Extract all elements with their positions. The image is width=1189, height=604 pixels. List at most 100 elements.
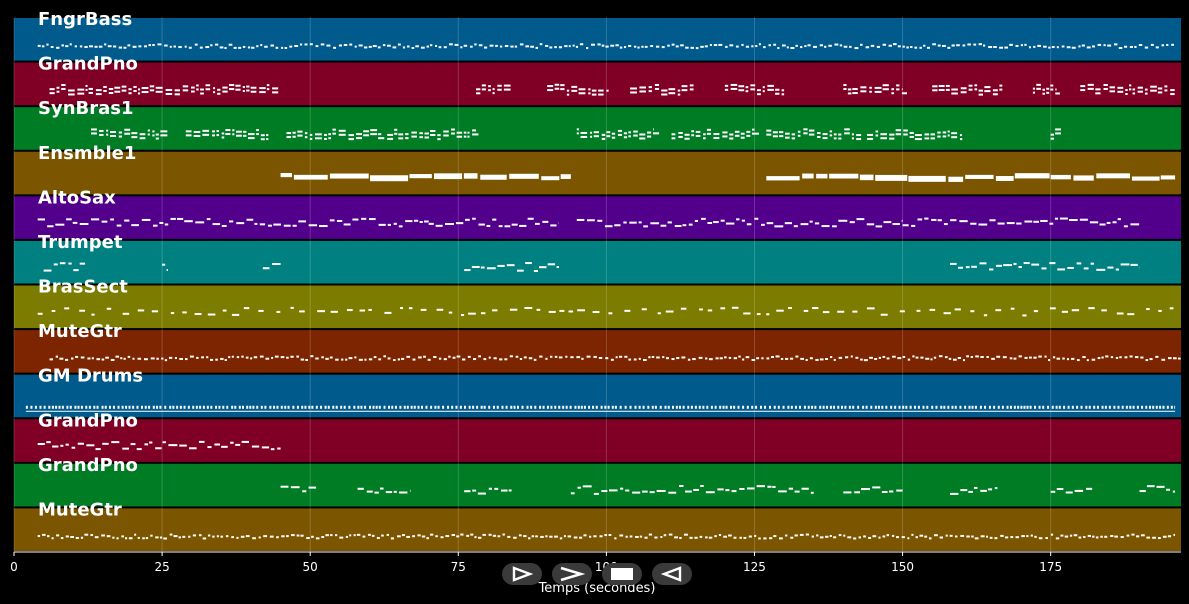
note	[309, 43, 313, 46]
note	[477, 492, 486, 495]
note	[1110, 534, 1114, 537]
note	[1129, 88, 1132, 91]
note	[545, 535, 548, 538]
note	[829, 134, 833, 137]
note	[608, 489, 618, 492]
note	[614, 537, 617, 540]
note	[1049, 222, 1054, 225]
note	[461, 358, 466, 361]
note	[1116, 312, 1124, 315]
note	[639, 535, 643, 538]
note	[807, 44, 811, 47]
track-row: BrasSect	[14, 277, 1181, 329]
note	[290, 355, 294, 358]
note	[734, 130, 740, 133]
note	[768, 405, 771, 409]
note	[308, 486, 317, 489]
note	[357, 405, 360, 409]
note	[190, 90, 195, 93]
note	[679, 484, 684, 487]
note	[238, 405, 241, 409]
note	[578, 92, 586, 95]
note	[633, 130, 638, 133]
note	[678, 135, 683, 138]
note	[866, 307, 875, 310]
note	[710, 405, 713, 409]
note	[58, 405, 61, 409]
note	[725, 405, 728, 409]
note	[1097, 357, 1101, 360]
track-notes	[43, 262, 1140, 272]
note	[978, 93, 984, 96]
note	[854, 47, 859, 50]
note	[183, 405, 186, 409]
note	[615, 44, 619, 47]
note	[790, 357, 794, 360]
note	[61, 44, 64, 47]
track-band	[14, 196, 1181, 239]
note	[825, 358, 829, 361]
note	[196, 356, 199, 359]
note	[954, 308, 961, 311]
note	[1103, 44, 1106, 47]
note	[856, 134, 862, 137]
note	[228, 356, 231, 359]
note	[1114, 535, 1118, 538]
note	[182, 85, 189, 88]
play-button[interactable]	[502, 563, 542, 585]
note	[406, 405, 409, 409]
note	[69, 405, 72, 409]
note	[179, 357, 183, 360]
note	[463, 135, 467, 138]
note	[152, 134, 155, 137]
note	[1132, 88, 1136, 91]
note	[642, 405, 645, 409]
track-notes	[37, 533, 1176, 540]
note	[668, 533, 673, 536]
note	[665, 310, 674, 313]
note	[628, 44, 632, 47]
note	[370, 175, 409, 182]
note	[1150, 89, 1157, 92]
note	[218, 405, 221, 409]
note	[200, 88, 204, 91]
note	[336, 219, 343, 222]
note	[41, 45, 45, 48]
note	[905, 405, 908, 409]
note	[751, 405, 754, 409]
note	[687, 358, 691, 361]
note	[948, 357, 952, 360]
note	[465, 218, 470, 221]
note	[362, 535, 366, 538]
note	[766, 357, 770, 360]
note	[213, 91, 216, 94]
previous-button[interactable]	[652, 563, 692, 585]
note	[141, 91, 149, 94]
note	[973, 43, 977, 46]
note	[607, 405, 610, 409]
next-button[interactable]	[552, 563, 592, 585]
note	[797, 134, 801, 137]
note	[193, 135, 201, 138]
note	[868, 536, 872, 539]
note	[729, 137, 734, 140]
note	[966, 535, 970, 538]
note	[605, 45, 609, 48]
note	[601, 137, 606, 140]
note	[283, 224, 291, 227]
note	[1123, 45, 1128, 48]
note	[657, 312, 661, 315]
note	[930, 358, 933, 361]
note	[68, 89, 75, 92]
note	[540, 535, 544, 538]
note	[766, 133, 772, 136]
note	[388, 405, 391, 409]
note	[591, 93, 597, 96]
note	[262, 267, 270, 270]
note	[901, 88, 903, 91]
note	[756, 313, 761, 316]
note	[246, 218, 254, 221]
note	[897, 357, 902, 360]
note	[762, 90, 765, 93]
stop-button[interactable]	[602, 563, 642, 585]
